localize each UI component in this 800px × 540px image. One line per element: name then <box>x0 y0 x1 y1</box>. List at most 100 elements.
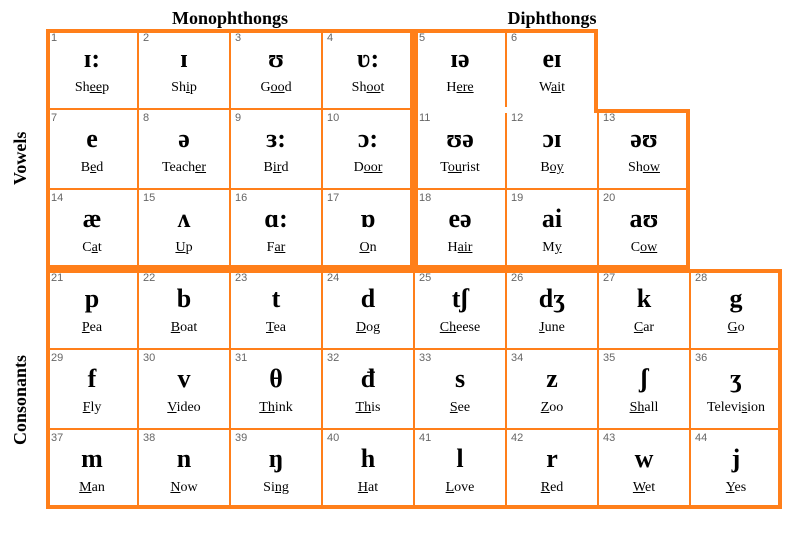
phoneme-symbol: p <box>85 286 99 312</box>
example-word: Dog <box>356 320 380 336</box>
cell-number: 41 <box>419 432 431 444</box>
phoneme-symbol: ŋ <box>269 446 283 472</box>
phoneme-cell: 32đThis <box>322 349 414 429</box>
phoneme-cell: 27kCar <box>598 269 690 349</box>
example-word: Cheese <box>440 320 480 336</box>
phoneme-cell: 23tTea <box>230 269 322 349</box>
example-word: See <box>450 400 470 416</box>
phoneme-cell: 1ɪ:Sheep <box>46 29 138 109</box>
phoneme-cell: 22 b Boat <box>138 269 230 349</box>
phoneme-cell: 35ʃShall <box>598 349 690 429</box>
phoneme-cell: 10ɔ:Door <box>322 109 414 189</box>
phoneme-cell: 8əTeacher <box>138 109 230 189</box>
cell-number: 14 <box>51 192 63 204</box>
phoneme-cell: 5ɪəHere <box>414 29 506 109</box>
cell-number: 19 <box>511 192 523 204</box>
phoneme-symbol: ʃ <box>640 366 648 392</box>
phoneme-symbol: ɪə <box>450 46 469 72</box>
phoneme-cell: 13əʊShow <box>598 109 690 189</box>
phoneme-symbol: ɔ: <box>358 126 378 152</box>
phoneme-symbol: əʊ <box>630 126 658 152</box>
cell-number: 18 <box>419 192 431 204</box>
phoneme-symbol: eɪ <box>542 46 561 72</box>
phoneme-cell: 17ɒOn <box>322 189 414 269</box>
phoneme-symbol: ɜ: <box>266 126 286 152</box>
header-diphthongs: Diphthongs <box>414 8 690 29</box>
phoneme-symbol: d <box>361 286 375 312</box>
example-word: Ship <box>171 80 197 96</box>
example-word: Think <box>259 400 292 416</box>
cell-number: 22 <box>143 272 155 284</box>
example-word: Now <box>170 480 197 496</box>
cell-number: 17 <box>327 192 339 204</box>
phoneme-symbol: e <box>86 126 98 152</box>
phoneme-cell: 41 l Love <box>414 429 506 509</box>
chart-row: 14æCat15ʌUp16ɑ:Far17ɒOn18eəHair19aiMy20a… <box>46 189 792 269</box>
example-word: Tea <box>266 320 286 336</box>
example-word: Tourist <box>440 160 479 176</box>
phoneme-symbol: ə <box>178 126 190 152</box>
chart-row: 1ɪ:Sheep2ɪShip3ʊGood4ʋ:Shoot5ɪəHere6eɪWa… <box>46 29 792 109</box>
cell-number: 28 <box>695 272 707 284</box>
phoneme-cell: 24dDog <box>322 269 414 349</box>
example-word: Shoot <box>352 80 385 96</box>
example-word: Hair <box>448 240 473 256</box>
phoneme-symbol: æ <box>83 206 102 232</box>
phoneme-symbol: aʊ <box>629 206 658 232</box>
cell-number: 38 <box>143 432 155 444</box>
cell-number: 11 <box>419 112 430 124</box>
phoneme-cell: 3ʊGood <box>230 29 322 109</box>
phoneme-cell: 11 ʊə Tourist <box>414 109 506 189</box>
cell-number: 35 <box>603 352 615 364</box>
phoneme-symbol: r <box>546 446 558 472</box>
phoneme-symbol: m <box>81 446 103 472</box>
phoneme-cell: 34zZoo <box>506 349 598 429</box>
example-word: Man <box>79 480 105 496</box>
cell-number: 1 <box>51 32 57 44</box>
example-word: Sing <box>263 480 289 496</box>
example-word: Boat <box>171 320 197 336</box>
cell-number: 3 <box>235 32 241 44</box>
phoneme-cell: 26dʒJune <box>506 269 598 349</box>
phoneme-cell: 2ɪShip <box>138 29 230 109</box>
phoneme-cell: 19aiMy <box>506 189 598 269</box>
cell-number: 30 <box>143 352 155 364</box>
phoneme-symbol: b <box>177 286 191 312</box>
phoneme-symbol: v <box>178 366 191 392</box>
example-word: Wait <box>539 80 565 96</box>
phoneme-cell: 14æCat <box>46 189 138 269</box>
side-label-vowels: Vowels <box>10 38 31 278</box>
phonemic-chart: Monophthongs Diphthongs Vowels Consonant… <box>8 8 792 509</box>
example-word: Love <box>446 480 475 496</box>
cell-number: 44 <box>695 432 707 444</box>
example-word: Pea <box>82 320 102 336</box>
cell-number: 31 <box>235 352 247 364</box>
phoneme-symbol: dʒ <box>539 286 565 312</box>
phoneme-cell: 21pPea <box>46 269 138 349</box>
phoneme-cell: 44jYes <box>690 429 782 509</box>
phoneme-cell: 36ʒTelevision <box>690 349 782 429</box>
phoneme-symbol: z <box>546 366 558 392</box>
phoneme-symbol: ʊə <box>446 126 474 152</box>
phoneme-cell: 42rRed <box>506 429 598 509</box>
phoneme-cell: 18eəHair <box>414 189 506 269</box>
phoneme-symbol: n <box>177 446 191 472</box>
cell-number: 32 <box>327 352 339 364</box>
cell-number: 13 <box>603 112 615 124</box>
phoneme-cell: 28gGo <box>690 269 782 349</box>
phoneme-symbol: ɑ: <box>264 206 288 232</box>
phoneme-symbol: k <box>637 286 651 312</box>
phoneme-symbol: l <box>456 446 463 472</box>
example-word: Yes <box>726 480 746 496</box>
example-word: Good <box>260 80 291 96</box>
example-word: Boy <box>540 160 563 176</box>
phoneme-cell: 30vVideo <box>138 349 230 429</box>
phoneme-cell: 39ŋSing <box>230 429 322 509</box>
cell-number: 15 <box>143 192 155 204</box>
cell-number: 42 <box>511 432 523 444</box>
cell-number: 33 <box>419 352 431 364</box>
example-word: Bed <box>81 160 104 176</box>
example-word: My <box>542 240 561 256</box>
example-word: On <box>359 240 376 256</box>
phoneme-cell: 9ɜ:Bird <box>230 109 322 189</box>
